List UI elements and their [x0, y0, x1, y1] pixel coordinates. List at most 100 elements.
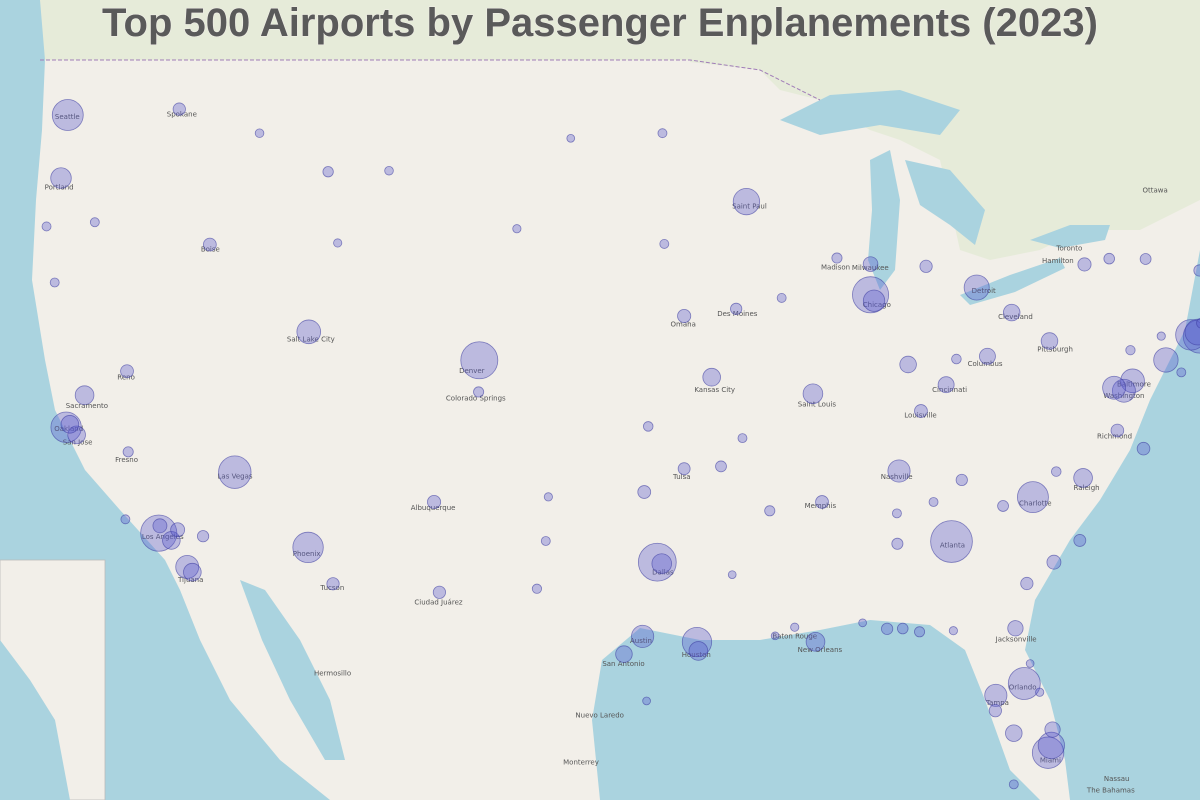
map-label: Louisville	[904, 412, 936, 420]
map-label: Ottawa	[1143, 187, 1168, 195]
airport-bubble	[1035, 687, 1045, 697]
map-label: Salt Lake City	[287, 336, 335, 344]
airport-bubble	[218, 455, 252, 489]
gulf-of-mexico	[592, 620, 1040, 800]
airport-bubble	[1073, 534, 1087, 547]
airport-bubble	[919, 259, 933, 273]
map-label: Atlanta	[940, 541, 965, 549]
airport-bubble	[1110, 423, 1125, 438]
airport-bubble	[831, 252, 843, 264]
lake-superior	[780, 90, 960, 135]
airport-bubble	[1002, 303, 1021, 322]
airport-bubble	[930, 520, 973, 563]
airport-bubble	[951, 353, 962, 365]
map-label: Pittsburgh	[1037, 346, 1073, 354]
airport-bubble	[49, 277, 60, 288]
airport-bubble	[1007, 620, 1024, 637]
airport-bubble	[928, 497, 939, 507]
airport-bubble	[175, 555, 200, 579]
map-label: The Bahamas	[1086, 786, 1135, 794]
airport-bubble	[1112, 378, 1136, 403]
map-label: Boise	[201, 246, 220, 254]
airport-bubble	[862, 289, 886, 312]
airport-bubble	[702, 367, 721, 387]
airport-bubble	[473, 386, 485, 398]
airport-bubble	[60, 415, 80, 434]
airport-bubble	[1031, 736, 1065, 769]
airport-bubble	[657, 128, 668, 139]
airport-bubble	[937, 376, 955, 394]
map-label: Milwaukee	[852, 264, 889, 272]
airport-bubble	[196, 530, 210, 543]
airport-bubble	[1044, 721, 1061, 738]
airport-bubble	[460, 341, 499, 380]
airport-bubble	[326, 577, 340, 591]
airport-bubble	[979, 347, 996, 365]
airport-bubble	[914, 404, 928, 418]
map-label: Washington	[1103, 392, 1144, 400]
map-label: Chicago	[863, 301, 891, 309]
airport-bubble	[74, 385, 95, 405]
map-label: Sacramento	[66, 402, 108, 410]
map-label: San Jose	[63, 438, 93, 446]
airport-bubble	[677, 462, 691, 476]
map-label: Saint Louis	[798, 400, 837, 408]
map-label: Saint Paul	[732, 202, 767, 210]
airport-bubble	[815, 495, 829, 509]
map-label: Madison	[821, 263, 850, 271]
airport-bubble	[531, 583, 543, 594]
airport-bubble	[914, 626, 926, 638]
map-label: Houston	[682, 651, 711, 659]
gulf-of-california	[240, 580, 345, 760]
airport-bubble	[183, 562, 202, 582]
airport-bubble	[1005, 724, 1023, 742]
map-label: Orlando	[1009, 684, 1037, 692]
airport-bubble	[384, 165, 394, 176]
airport-bubble	[1073, 468, 1093, 488]
airport-bubble	[41, 221, 52, 232]
map-label: Miami	[1040, 756, 1061, 764]
airport-bubble	[948, 626, 958, 636]
airport-bubble	[631, 624, 655, 648]
airport-bubble	[292, 531, 324, 564]
airport-bubble	[887, 459, 911, 483]
airport-bubble	[1007, 667, 1041, 700]
airport-bubble	[677, 309, 692, 324]
border	[40, 59, 821, 101]
atlantic-ocean	[1025, 250, 1200, 800]
map-label: Tulsa	[672, 473, 691, 481]
lake-huron	[905, 160, 985, 245]
airport-bubble	[727, 570, 737, 579]
map-label: Tijuana	[177, 576, 203, 584]
airport-bubble	[89, 217, 100, 228]
airport-bubble	[862, 256, 879, 272]
airport-bubble	[955, 473, 968, 487]
map-label: Nassau	[1104, 775, 1130, 783]
airport-bubble	[642, 421, 654, 432]
airport-bubble	[984, 683, 1008, 707]
airport-bubble	[427, 494, 442, 509]
airport-bubble	[170, 522, 186, 538]
map-label: Toronto	[1055, 245, 1082, 253]
airport-bubble	[805, 632, 826, 652]
map-label: Memphis	[805, 502, 837, 510]
lake-michigan	[868, 150, 900, 290]
airport-bubble	[1017, 481, 1049, 514]
map-label: Baton Rouge	[772, 632, 817, 640]
airport-bubble	[637, 485, 652, 499]
airport-bubble	[296, 319, 322, 345]
airport-bubble	[776, 293, 787, 303]
airport-bubble	[688, 641, 709, 661]
map-label: Monterrey	[563, 758, 599, 766]
airport-bubble	[770, 631, 780, 641]
map-label: Cincinnati	[932, 386, 967, 394]
title: Top 500 Airports by Passenger Enplanemen…	[102, 1, 1098, 45]
airport-bubble	[120, 514, 131, 525]
airport-bubble	[1025, 659, 1035, 668]
airport-bubble	[543, 492, 553, 502]
airport-bubble	[1175, 319, 1200, 351]
airport-bubble	[963, 274, 990, 301]
airport-bubble	[1008, 779, 1019, 790]
map-label: Kansas City	[694, 386, 735, 394]
airport-bubble	[432, 585, 446, 599]
